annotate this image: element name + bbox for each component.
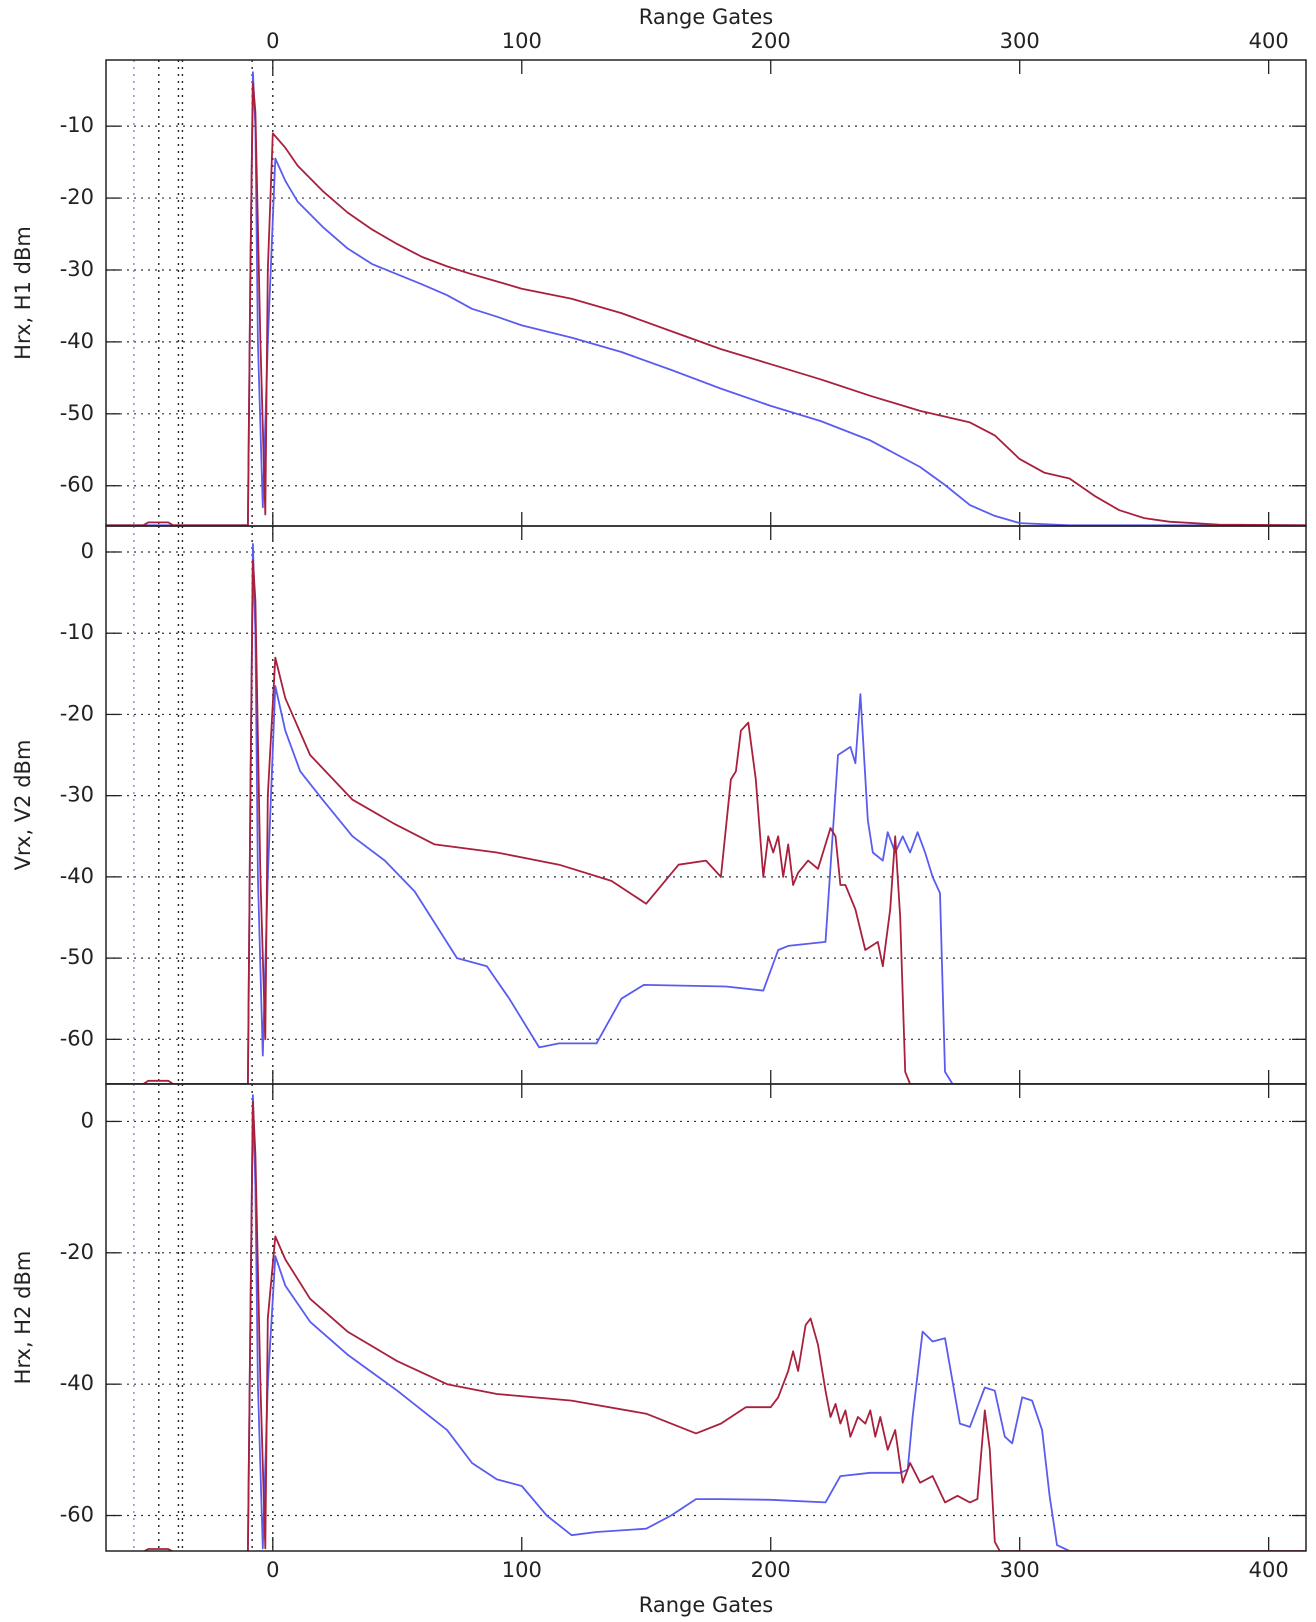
y-axis-title: Hrx, H2 dBm: [11, 1251, 35, 1385]
data-line: [106, 71, 1306, 526]
plot-frame: [105, 525, 1307, 1085]
y-axis-title: Vrx, V2 dBm: [11, 740, 35, 871]
x-tick-label-top: 200: [751, 29, 791, 53]
y-tick-label: -10: [60, 620, 94, 644]
y-tick-label: -30: [60, 783, 94, 807]
x-tick-label-top: 100: [502, 29, 542, 53]
y-tick-label: -20: [60, 185, 94, 209]
x-tick-label: 400: [1249, 1558, 1289, 1582]
y-tick-label: -40: [60, 864, 94, 888]
y-tick-label: -50: [60, 401, 94, 425]
data-line: [106, 543, 1306, 1084]
x-axis-title-top: Range Gates: [639, 5, 773, 29]
plot-area: [106, 71, 1306, 526]
x-tick-label-top: 300: [1000, 29, 1040, 53]
x-tick-label: 300: [1000, 1558, 1040, 1582]
data-line: [106, 559, 1306, 1084]
y-axis-title: Hrx, H1 dBm: [11, 226, 35, 360]
y-tick-label: -10: [60, 113, 94, 137]
y-tick-label: -20: [60, 701, 94, 725]
plot-area: [106, 543, 1306, 1084]
x-tick-label-top: 400: [1249, 29, 1289, 53]
plot-frame: [105, 1083, 1307, 1552]
data-line: [106, 1100, 1306, 1551]
plot-frame: [105, 59, 1307, 527]
y-tick-label: 0: [81, 539, 94, 563]
data-line: [106, 1094, 1306, 1551]
y-tick-label: 0: [81, 1108, 94, 1132]
y-tick-label: -60: [60, 1503, 94, 1527]
y-tick-label: -20: [60, 1240, 94, 1264]
data-line: [106, 82, 1306, 526]
x-tick-label: 200: [751, 1558, 791, 1582]
x-tick-label: 0: [266, 1558, 279, 1582]
x-tick-label-top: 0: [266, 29, 279, 53]
plot-area: [106, 1094, 1306, 1551]
y-tick-label: -50: [60, 945, 94, 969]
x-axis-title: Range Gates: [639, 1593, 773, 1617]
x-tick-label: 100: [502, 1558, 542, 1582]
y-tick-label: -60: [60, 473, 94, 497]
y-tick-label: -40: [60, 329, 94, 353]
y-tick-label: -40: [60, 1371, 94, 1395]
y-tick-label: -30: [60, 257, 94, 281]
y-tick-label: -60: [60, 1026, 94, 1050]
